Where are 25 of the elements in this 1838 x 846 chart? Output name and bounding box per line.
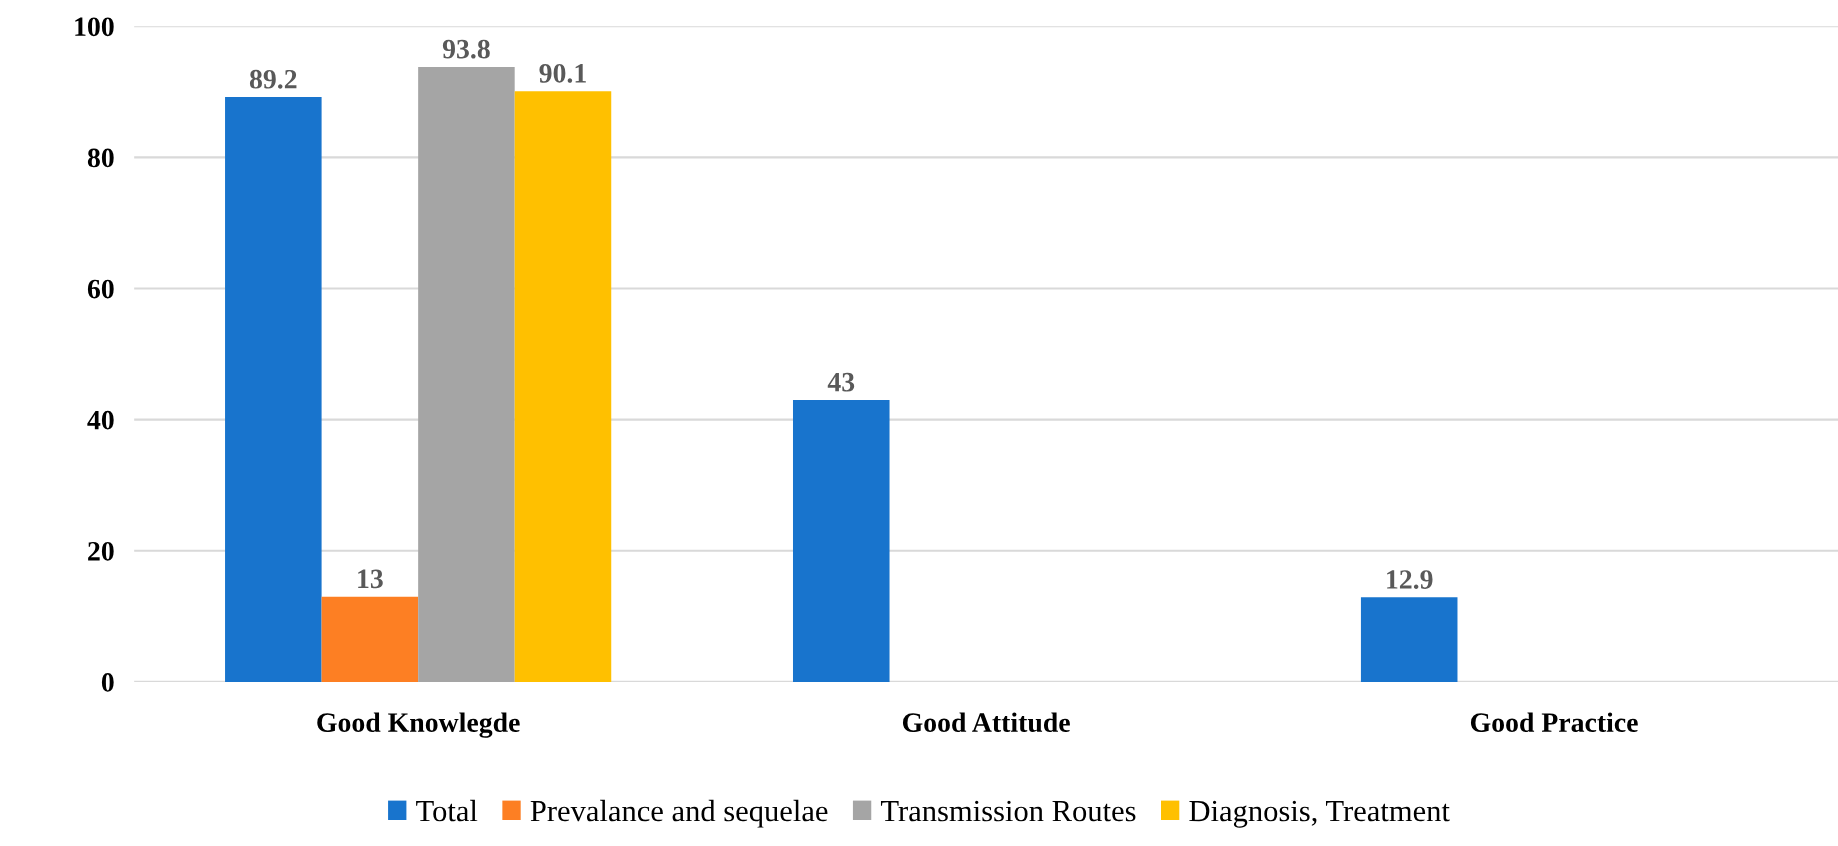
legend-label: Prevalance and sequelae: [530, 799, 828, 828]
y-tick-label: 80: [87, 148, 114, 168]
bar: [514, 91, 612, 682]
data-label: 93.8: [442, 39, 490, 59]
bar: [1360, 597, 1458, 682]
y-tick-label: 100: [75, 17, 114, 37]
bar: [418, 66, 515, 682]
bar: [225, 97, 322, 682]
data-label: 43: [827, 372, 855, 392]
y-tick-label: 0: [101, 673, 114, 692]
data-label: 13: [358, 569, 383, 589]
y-tick-label: 20: [88, 541, 114, 561]
data-label: 89.2: [249, 69, 297, 89]
x-tick-label: Good Knowlegde: [317, 712, 520, 738]
x-tick-label: Good Attitude: [902, 712, 1070, 733]
x-tick-label: Good Practice: [1470, 712, 1638, 732]
bar: [321, 596, 419, 682]
y-tick-label: 40: [87, 410, 114, 430]
legend-label: Total: [416, 799, 478, 822]
y-tick-label: 60: [87, 279, 114, 299]
data-label: 12.9: [1387, 570, 1433, 589]
data-label: 90.1: [539, 63, 586, 83]
legend-label: Transmission Routes: [880, 800, 1136, 822]
bar: [792, 399, 890, 682]
legend-label: Diagnosis, Treatment: [1189, 800, 1450, 828]
